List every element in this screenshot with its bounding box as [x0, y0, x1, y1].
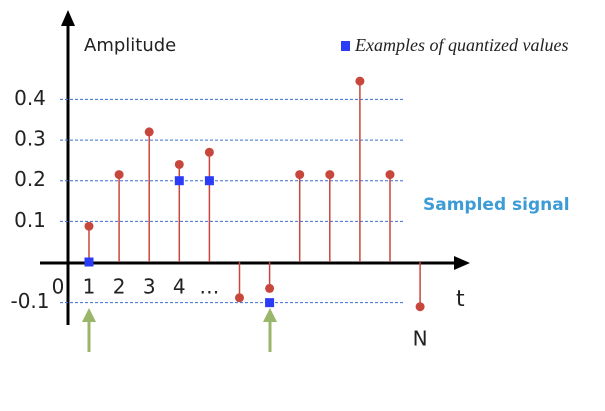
- y-tick-label: 0.3: [14, 127, 46, 151]
- x-axis-arrow: [454, 256, 470, 270]
- y-tick-label: 0.2: [14, 167, 46, 191]
- stem-dot: [415, 302, 425, 312]
- y-tick-label: -0.1: [10, 289, 49, 313]
- stem-dot: [204, 147, 214, 157]
- x-tick-label: 4: [173, 275, 186, 299]
- y-tick-label: 0.1: [14, 208, 46, 232]
- x-tick-label: N: [413, 327, 428, 351]
- quantized-marker: [174, 176, 184, 186]
- x-tick-label: 2: [113, 275, 126, 299]
- stem-dot: [295, 170, 305, 180]
- stem-dot: [144, 127, 154, 137]
- x-axis-label: t: [456, 287, 465, 312]
- stem-dot: [385, 170, 395, 180]
- origin-label: 0: [52, 275, 65, 299]
- y-tick-label: 0.4: [14, 86, 46, 110]
- stem-dot: [84, 221, 94, 231]
- y-axis-arrow: [61, 10, 75, 26]
- legend-label: Examples of quantized values: [354, 35, 568, 55]
- quantized-marker: [265, 298, 275, 308]
- pointer-arrows: [82, 308, 277, 352]
- quantized-marker: [84, 257, 94, 267]
- stem-dot: [325, 170, 335, 180]
- x-tick-label: …: [199, 275, 219, 299]
- x-tick-label: 1: [83, 275, 96, 299]
- stem-dot: [235, 293, 244, 303]
- stem-dot: [265, 283, 275, 293]
- quantized-marker: [204, 176, 214, 186]
- stem-dot: [174, 159, 184, 169]
- stem-dot: [114, 170, 124, 180]
- y-axis-label: Amplitude: [84, 35, 176, 56]
- annotation: Sampled signal: [423, 195, 570, 215]
- x-tick-label: 3: [143, 275, 156, 299]
- stem-dot: [355, 76, 365, 86]
- legend-swatch: [341, 41, 350, 51]
